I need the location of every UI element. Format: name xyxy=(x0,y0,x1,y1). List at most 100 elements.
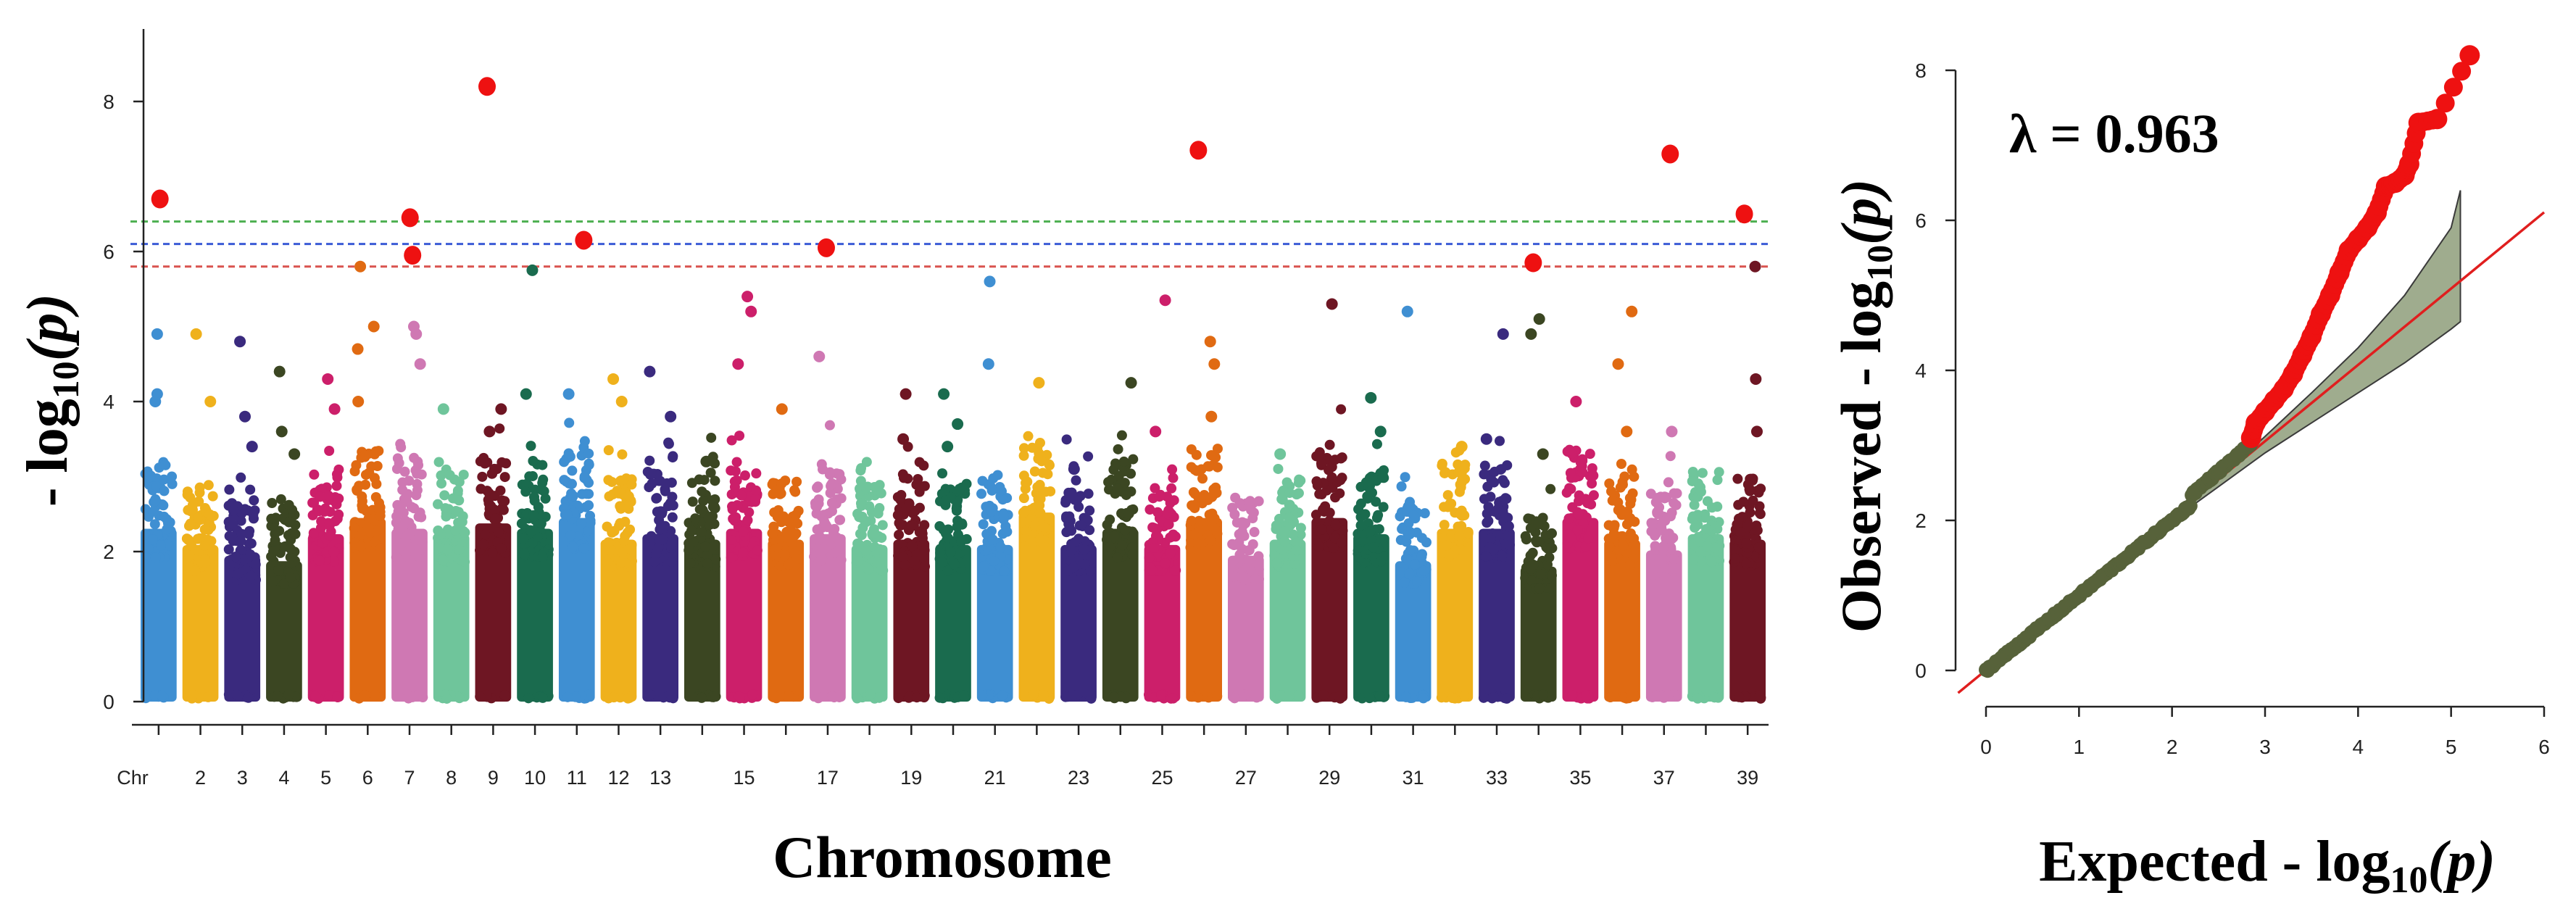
chr-32-snp xyxy=(1437,458,1447,469)
chr-20-snp xyxy=(954,483,965,494)
chr-20-snp xyxy=(934,692,945,703)
chr-33-dense xyxy=(1479,528,1515,702)
x-tick-label: 15 xyxy=(734,767,755,789)
chr-15-snp xyxy=(729,481,740,492)
chr-1-snp xyxy=(143,543,154,554)
chr-14-snp xyxy=(707,502,718,512)
chr-11-snp xyxy=(564,417,575,428)
chr-13-snp xyxy=(665,689,676,700)
chr-22-hit xyxy=(1033,377,1045,389)
chr-7-snp xyxy=(409,503,420,514)
chr-24-hit xyxy=(1125,377,1137,389)
chr-27-snp xyxy=(1237,517,1247,528)
chr-17-snp xyxy=(819,516,830,527)
chr-26-snp xyxy=(1186,515,1197,526)
x-tick-label: 31 xyxy=(1403,767,1424,789)
chr-14-snp xyxy=(697,486,707,497)
chr-8-snp xyxy=(450,525,461,536)
chr-31-snp xyxy=(1396,481,1407,492)
chr-2-snp xyxy=(207,491,218,502)
chr-29-hit xyxy=(1326,298,1338,310)
chr-10-snp xyxy=(519,549,530,560)
chr-31-snp xyxy=(1395,568,1406,578)
chr-2-snp xyxy=(188,689,199,700)
chr-24-snp xyxy=(1109,531,1120,541)
chr-1-snp xyxy=(158,500,169,511)
chr-5-dense xyxy=(307,533,344,702)
chr-15-snp xyxy=(734,431,745,441)
chr-39-snp xyxy=(1748,495,1758,506)
chr-11-hit xyxy=(562,388,575,400)
chr-23-snp xyxy=(1068,562,1079,573)
chr-17-significant-snp xyxy=(817,238,835,257)
chr-6-snp xyxy=(349,466,360,477)
x-tick-label: 37 xyxy=(1653,767,1675,789)
chr-37-snp xyxy=(1652,492,1663,503)
chr-37-snp xyxy=(1665,451,1676,462)
chr-19-snp xyxy=(911,692,922,703)
chr-28-snp xyxy=(1271,520,1281,531)
chr-5-snp xyxy=(323,490,334,501)
chr-14-snp xyxy=(684,545,694,556)
chr-14-snp xyxy=(699,541,710,552)
chr-17-snp xyxy=(810,501,821,512)
chr-31-snp xyxy=(1412,576,1423,587)
chr-6-snp xyxy=(360,449,371,460)
chr-31-snp xyxy=(1405,529,1416,540)
chr-18-snp xyxy=(852,508,863,519)
chr-9-snp xyxy=(495,485,506,496)
chr-24-snp xyxy=(1123,508,1134,519)
chr-12-snp xyxy=(625,524,636,535)
chr-30-snp xyxy=(1371,512,1382,523)
chr-23-snp xyxy=(1083,489,1094,499)
x-tick-label: 3 xyxy=(237,767,248,789)
chr-10-snp xyxy=(518,533,529,544)
chr-25-snp xyxy=(1168,473,1179,483)
chr-6-snp xyxy=(352,484,362,495)
chr-13-snp xyxy=(644,689,655,700)
chr-6-snp xyxy=(369,473,380,483)
chr-18-snp xyxy=(857,523,868,533)
chr-38-snp xyxy=(1713,467,1724,478)
chr-24-snp xyxy=(1116,430,1127,441)
chr-36-snp xyxy=(1618,508,1629,519)
chr-39-snp xyxy=(1734,691,1745,702)
chr-2-snp xyxy=(183,534,194,545)
chr-3-snp xyxy=(236,515,246,526)
y-axis-title-sub: 10 xyxy=(46,361,87,399)
chr-21-snp xyxy=(999,565,1010,576)
chr-35-dense xyxy=(1562,518,1599,702)
chr-35-snp xyxy=(1573,509,1584,520)
chr-30-snp xyxy=(1378,502,1389,512)
chr-29-snp xyxy=(1324,439,1335,450)
x-tick-label: 8 xyxy=(446,767,457,789)
chr-29-snp xyxy=(1316,524,1327,535)
chr-37-snp xyxy=(1646,518,1657,529)
chr-13-snp xyxy=(660,486,670,496)
chr-14-snp xyxy=(685,558,696,569)
chr-7-snp xyxy=(406,542,417,553)
chr-18-snp xyxy=(852,548,863,559)
chr-10-snp xyxy=(528,456,539,467)
chr-3-snp xyxy=(244,529,254,540)
chr-2-snp xyxy=(202,534,213,545)
chr-1-snp xyxy=(167,478,178,489)
chr-3-snp xyxy=(243,505,254,516)
chr-35-snp xyxy=(1565,467,1576,478)
chr-28-snp xyxy=(1273,463,1284,474)
chr-29-snp xyxy=(1335,475,1346,486)
chr-19-snp xyxy=(920,561,931,572)
chr-24-snp xyxy=(1112,483,1123,494)
chr-2-snp xyxy=(185,518,196,529)
chr-17-snp xyxy=(813,693,823,704)
chr-27-snp xyxy=(1249,527,1260,538)
chr-8-snp xyxy=(444,470,455,481)
chr-5-snp xyxy=(324,445,335,456)
chr-16-snp xyxy=(772,512,783,523)
chr-7-snp xyxy=(392,453,403,464)
x-tick-label: 9 xyxy=(488,767,499,789)
chr-16-snp xyxy=(792,518,803,529)
chr-3-dense xyxy=(224,555,261,702)
chr-33-hit xyxy=(1497,328,1509,340)
chr-15-hit xyxy=(732,358,744,370)
